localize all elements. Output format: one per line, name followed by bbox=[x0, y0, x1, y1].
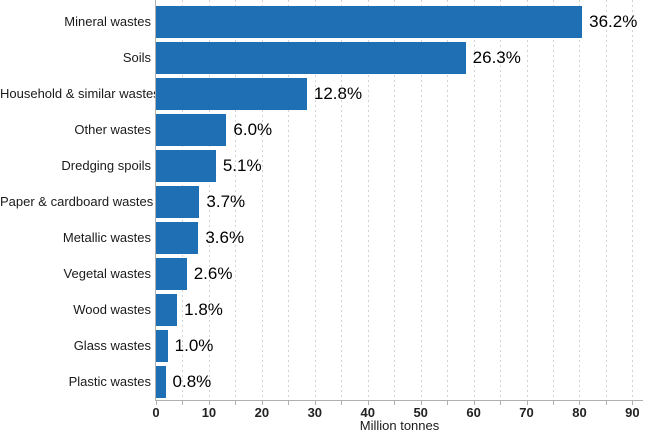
x-tick-label: 40 bbox=[360, 405, 375, 420]
gridline bbox=[447, 0, 449, 400]
value-label: 36.2% bbox=[589, 12, 638, 31]
bar-row: 6.0% bbox=[156, 112, 643, 148]
x-tick-label: 30 bbox=[307, 405, 323, 420]
x-axis-title: Million tonnes bbox=[359, 418, 440, 433]
x-axis-line bbox=[155, 400, 643, 401]
gridline bbox=[579, 0, 581, 400]
x-axis-tick bbox=[500, 401, 502, 405]
category-label: Mineral wastes bbox=[64, 14, 151, 29]
x-axis-tick bbox=[632, 401, 634, 405]
x-axis-tick bbox=[394, 401, 396, 405]
bar bbox=[156, 186, 200, 218]
bar-row: 5.1% bbox=[156, 148, 643, 184]
bar bbox=[156, 78, 307, 110]
category-label: Vegetal wastes bbox=[63, 266, 151, 281]
x-axis-tick bbox=[235, 401, 237, 405]
bar bbox=[156, 330, 168, 362]
plot-area: 36.2% 26.3% 12.8% 6.0% 5.1% 3.7% 3.6% 2.6% 1.8% 1… bbox=[156, 0, 643, 400]
x-tick-label: 0 bbox=[152, 405, 160, 420]
category-label: Household & similar wastes bbox=[0, 86, 160, 101]
x-axis-tick bbox=[288, 401, 290, 405]
bar-row: 12.8% bbox=[156, 76, 643, 112]
x-axis-tick bbox=[579, 401, 581, 405]
category-label: Metallic wastes bbox=[62, 230, 151, 245]
bar-row: 3.6% bbox=[156, 220, 643, 256]
bar-row: 1.0% bbox=[156, 328, 643, 364]
value-label: 5.1% bbox=[222, 156, 262, 175]
category-label: Glass wastes bbox=[73, 338, 151, 353]
x-axis-tick bbox=[605, 401, 607, 405]
gridlines bbox=[156, 0, 643, 400]
x-axis-tick bbox=[208, 401, 210, 405]
value-label: 1.8% bbox=[184, 300, 223, 319]
bar bbox=[156, 294, 178, 326]
x-tick-label: 50 bbox=[413, 405, 428, 420]
gridline bbox=[420, 0, 422, 400]
gridline bbox=[526, 0, 528, 400]
bar-row: 26.3% bbox=[156, 40, 643, 76]
x-axis-tick bbox=[420, 401, 422, 405]
gridline bbox=[605, 0, 607, 400]
bar-row: 0.8% bbox=[156, 364, 643, 400]
x-tick-label: 70 bbox=[519, 405, 534, 420]
bar bbox=[156, 114, 227, 146]
x-tick-label: 60 bbox=[466, 405, 481, 420]
bar-row: 1.8% bbox=[156, 292, 643, 328]
value-label: 1.0% bbox=[174, 336, 214, 355]
gridline bbox=[632, 0, 634, 400]
x-axis-tick bbox=[341, 401, 343, 405]
x-axis-tick bbox=[367, 401, 369, 405]
category-label: Other wastes bbox=[74, 122, 151, 137]
category-label: Wood wastes bbox=[73, 302, 151, 317]
x-axis-tick bbox=[156, 401, 157, 405]
gridline bbox=[394, 0, 396, 400]
x-axis-tick bbox=[526, 401, 528, 405]
gridline bbox=[261, 0, 263, 400]
bar bbox=[156, 222, 199, 254]
x-axis-tick bbox=[261, 401, 263, 405]
x-axis-tick bbox=[473, 401, 475, 405]
bar bbox=[156, 366, 166, 398]
gridline bbox=[288, 0, 290, 400]
value-label: 3.6% bbox=[205, 228, 245, 247]
gridline bbox=[314, 0, 316, 400]
x-tick-label: 20 bbox=[254, 405, 270, 420]
x-axis-tick bbox=[182, 401, 184, 405]
bar-row: 3.7% bbox=[156, 184, 643, 220]
category-label: Paper & cardboard wastes bbox=[0, 194, 154, 209]
gridline bbox=[500, 0, 502, 400]
category-label: Dredging spoils bbox=[61, 158, 151, 173]
value-label: 2.6% bbox=[193, 264, 233, 283]
bar bbox=[156, 258, 187, 290]
bar-rows: 36.2% 26.3% 12.8% 6.0% 5.1% 3.7% 3.6% 2.6% 1.8% 1… bbox=[156, 4, 643, 400]
x-tick-label: 10 bbox=[201, 405, 217, 420]
value-label: 6.0% bbox=[233, 120, 273, 139]
gridline bbox=[235, 0, 237, 400]
x-tick-label: 80 bbox=[572, 405, 587, 420]
category-labels: Mineral wastes Soils Household & similar w… bbox=[0, 4, 160, 400]
x-axis-tick bbox=[553, 401, 554, 405]
value-label: 3.7% bbox=[206, 192, 246, 211]
x-axis-tick bbox=[314, 401, 316, 405]
x-axis: 0 10 20 30 40 50 60 70 80 90 bbox=[152, 401, 643, 421]
value-label: 0.8% bbox=[172, 372, 212, 391]
bar-row: 2.6% bbox=[156, 256, 643, 292]
gridline bbox=[473, 0, 475, 400]
bar-row: 36.2% bbox=[156, 4, 643, 40]
gridline bbox=[553, 0, 554, 400]
x-axis-tick bbox=[447, 401, 449, 405]
gridline bbox=[341, 0, 343, 400]
y-axis-line bbox=[155, 0, 156, 401]
bar bbox=[156, 6, 583, 38]
bar bbox=[156, 150, 216, 182]
gridline bbox=[208, 0, 210, 400]
bar bbox=[156, 42, 466, 74]
x-tick-label: 90 bbox=[625, 405, 640, 420]
category-label: Plastic wastes bbox=[68, 374, 151, 389]
value-label: 12.8% bbox=[313, 84, 363, 103]
gridline bbox=[367, 0, 369, 400]
category-label: Soils bbox=[122, 50, 151, 65]
value-label: 26.3% bbox=[472, 48, 521, 67]
